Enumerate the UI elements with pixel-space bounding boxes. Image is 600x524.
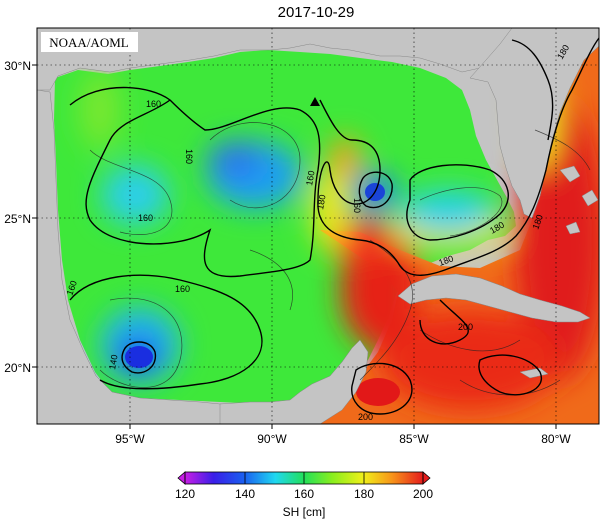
colorbar-tick-label: 120 <box>175 487 195 501</box>
contour-label: 160 <box>175 284 190 294</box>
contour-label: 160 <box>146 99 161 109</box>
contour-label: 160 <box>352 198 362 213</box>
colorbar-tick-label: 140 <box>235 487 255 501</box>
lon-label-80w: 80°W <box>541 432 571 446</box>
contour-label: 140 <box>107 354 119 371</box>
contour-label: 180 <box>530 213 545 231</box>
contour-label: 160 <box>138 213 153 223</box>
gulf-water <box>54 50 516 404</box>
thick-contours <box>69 37 599 415</box>
colorbar-min-arrow <box>177 471 186 485</box>
map-panel: 160 160 160 160 160 160 160 180 180 180 … <box>37 28 599 424</box>
lat-label-25n: 25°N <box>4 212 31 226</box>
noaa-badge: NOAA/AOML <box>49 35 129 50</box>
colorbar-title: SH [cm] <box>283 505 326 519</box>
cuba-island <box>397 273 591 323</box>
contour-160-west <box>69 274 263 390</box>
map-title: 2017-10-29 <box>278 4 355 21</box>
lon-label-85w: 85°W <box>399 432 429 446</box>
lon-label-90w: 90°W <box>257 432 287 446</box>
landmasses <box>37 28 599 424</box>
contour-160-main <box>69 86 321 278</box>
contour-180-loopcurrent <box>317 37 599 276</box>
colorbar: 120 140 160 180 200 SH [cm] <box>175 471 433 519</box>
lon-label-95w: 95°W <box>115 432 145 446</box>
contour-140-yucatan <box>121 341 157 374</box>
contour-label: 180 <box>315 194 327 211</box>
contour-label: 160 <box>64 279 79 297</box>
yucatan-peninsula <box>219 339 369 424</box>
contour-label: 160 <box>304 170 316 187</box>
contour-180-eddy <box>406 164 509 241</box>
contour-label: 160 <box>184 149 194 164</box>
contour-200-cuba <box>351 362 413 415</box>
noaa-badge-box <box>41 32 138 52</box>
low-center-yucatan <box>125 346 153 368</box>
triangle-marker-icon <box>310 97 320 106</box>
colorbar-max-arrow <box>422 471 431 485</box>
colorbar-tick-label: 200 <box>413 487 433 501</box>
contour-label: 200 <box>358 412 373 422</box>
bahamas-islands <box>559 165 599 235</box>
colorbar-tick-label: 160 <box>294 487 314 501</box>
map-frame <box>36 27 600 425</box>
contour-label: 200 <box>458 322 473 332</box>
colorbar-tick-label: 180 <box>354 487 374 501</box>
lat-label-30n: 30°N <box>4 59 31 73</box>
contour-north-ne <box>511 39 554 141</box>
contour-160-eddy <box>358 171 393 209</box>
contour-200-east <box>419 299 469 345</box>
high-center-cuba <box>356 378 400 406</box>
contour-200-south <box>478 354 543 396</box>
graticule <box>37 28 599 424</box>
lat-label-20n: 20°N <box>4 361 31 375</box>
axis-ticks <box>32 64 557 429</box>
contour-labels: 160 160 160 160 160 160 160 180 180 180 … <box>64 43 571 422</box>
contour-label: 180 <box>437 253 455 268</box>
